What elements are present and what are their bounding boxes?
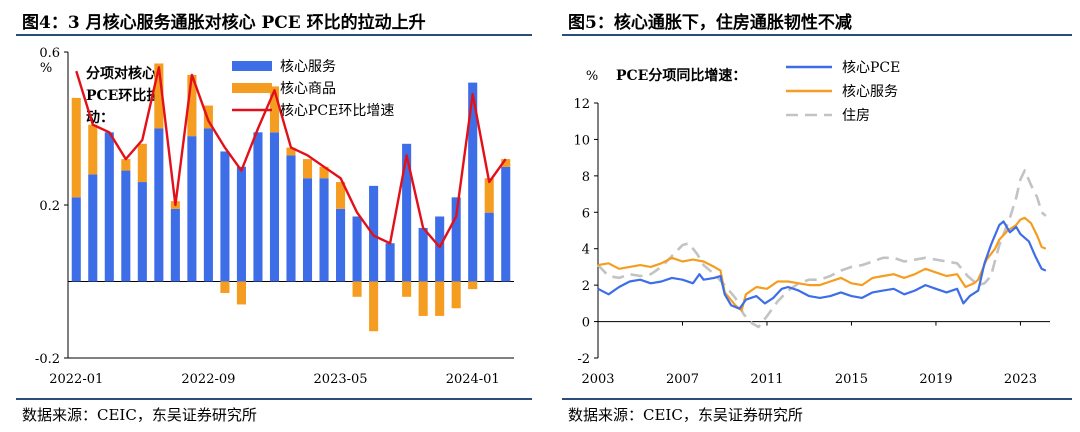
- bar-goods: [484, 178, 494, 213]
- bar-goods: [352, 281, 362, 297]
- bar-services: [203, 128, 213, 282]
- y-tick-label: 6: [582, 206, 590, 221]
- figure-5-chart: % PCE分项同比增速： -2 0 2 4 6 8 10 12 2003 2007 2011 2015 20…: [573, 60, 1050, 387]
- x-tick-label: 2003: [581, 372, 614, 387]
- y-tick-label: 12: [573, 97, 590, 112]
- x-tick-label: 2007: [666, 372, 699, 387]
- bar-services: [187, 136, 197, 282]
- x-tick-label: 2019: [919, 372, 952, 387]
- x-tick-label: 2022-01: [49, 372, 103, 387]
- legend-label-line: 核心PCE环比增速: [280, 103, 394, 119]
- bar-services: [352, 216, 362, 282]
- bar-services: [336, 208, 346, 282]
- y-tick-label: -0.2: [35, 352, 60, 367]
- y-tick-label: 4: [582, 243, 590, 258]
- x-tick-label: 2011: [750, 372, 783, 387]
- figure-4-panel: 图4：3 月核心服务通胀对核心 PCE 环比的拉动上升 % -0.2 0.2 0.6 2…: [16, 13, 532, 424]
- bar-goods: [286, 147, 296, 156]
- bar-services: [88, 174, 98, 282]
- chart-annotation: PCE环比拉: [86, 87, 160, 104]
- bar-goods: [187, 74, 197, 137]
- y-tick-label: 8: [582, 170, 590, 185]
- bar-goods: [154, 63, 164, 129]
- x-tick-label: 2024-01: [446, 372, 500, 387]
- bar-services: [451, 197, 461, 282]
- bar-goods: [302, 159, 313, 179]
- y-unit-label: %: [586, 69, 598, 84]
- bar-services: [104, 132, 114, 282]
- bar-goods: [220, 281, 230, 293]
- chart-annotation: PCE分项同比增速：: [616, 67, 746, 84]
- bar-goods: [236, 281, 246, 305]
- legend-label-0: 核心PCE: [842, 60, 900, 76]
- legend-swatch-goods: [232, 83, 272, 93]
- bar-services: [253, 132, 263, 282]
- bar-goods: [88, 124, 98, 175]
- bar-services: [269, 132, 280, 282]
- bar-goods: [501, 159, 511, 167]
- bar-services: [319, 178, 329, 282]
- figure-4-top-rule: [16, 34, 532, 36]
- y-unit-label: %: [40, 61, 52, 76]
- bar-services: [121, 170, 131, 282]
- bar-services: [501, 166, 511, 282]
- bar-services: [220, 151, 230, 282]
- line-series-0: [597, 220, 1047, 310]
- bar-goods: [71, 97, 81, 198]
- figure-4-title: 图4：3 月核心服务通胀对核心 PCE 环比的拉动上升: [22, 13, 426, 33]
- bar-goods: [121, 159, 131, 171]
- bar-goods: [418, 281, 428, 316]
- legend-label-services: 核心服务: [280, 59, 336, 75]
- bar-services: [71, 197, 81, 282]
- bar-services: [435, 216, 445, 282]
- bar-goods: [203, 105, 213, 129]
- bar-services: [286, 155, 296, 282]
- bar-goods: [319, 166, 329, 179]
- x-tick-label: 2015: [835, 372, 868, 387]
- legend-label-2: 住房: [842, 108, 870, 124]
- bar-services: [418, 227, 428, 282]
- legend-swatch-services: [232, 61, 272, 71]
- bar-services: [402, 143, 412, 282]
- figure-5-top-rule: [562, 34, 1072, 36]
- bar-goods: [451, 281, 461, 309]
- figure-4-chart: % -0.2 0.2 0.6 2022-01 2022-09 2023-05 2024-01 分…: [35, 46, 514, 387]
- bar-services: [484, 212, 494, 282]
- line-series-2: [597, 169, 1047, 329]
- bar-goods: [468, 281, 478, 290]
- y-tick-label: 0.2: [39, 199, 60, 214]
- bar-goods: [137, 143, 147, 183]
- bar-goods: [369, 281, 379, 332]
- bar-services: [154, 128, 164, 282]
- chart-annotation: 分项对核心: [86, 65, 156, 82]
- figure-5-title: 图5：核心通胀下，住房通胀韧性不减: [568, 13, 852, 33]
- figure-5-source: 数据来源：CEIC，东吴证券研究所: [568, 406, 803, 424]
- bar-services: [302, 178, 313, 282]
- x-tick-label: 2023-05: [314, 372, 368, 387]
- bar-services: [385, 243, 395, 282]
- bar-goods: [336, 182, 346, 209]
- figure-5-bottom-rule: [562, 398, 1072, 400]
- y-tick-label: 10: [573, 133, 590, 148]
- bar-goods: [402, 281, 412, 297]
- figure-4-bottom-rule: [16, 398, 532, 400]
- line-series-1: [597, 216, 1047, 312]
- y-tick-label: 2: [582, 279, 590, 294]
- y-tick-label: 0: [582, 316, 590, 331]
- y-tick-label: 0.6: [39, 46, 60, 61]
- bar-services: [137, 182, 147, 282]
- bar-services: [170, 208, 180, 282]
- bar-services: [236, 166, 246, 282]
- line-core-pce-mom: [75, 66, 507, 249]
- bar-services: [468, 82, 478, 282]
- legend-label-goods: 核心商品: [280, 81, 336, 97]
- bar-goods: [435, 281, 445, 316]
- bar-goods: [269, 86, 280, 133]
- x-tick-label: 2023: [1004, 372, 1037, 387]
- figure-5-panel: 图5：核心通胀下，住房通胀韧性不减 % PCE分项同比增速： -2 0 2 4 6 8 10 12…: [546, 0, 1080, 432]
- figure-4-source: 数据来源：CEIC，东吴证券研究所: [22, 406, 257, 424]
- y-tick-label: -2: [577, 352, 590, 367]
- x-tick-label: 2022-09: [181, 372, 235, 387]
- legend-label-1: 核心服务: [842, 84, 898, 100]
